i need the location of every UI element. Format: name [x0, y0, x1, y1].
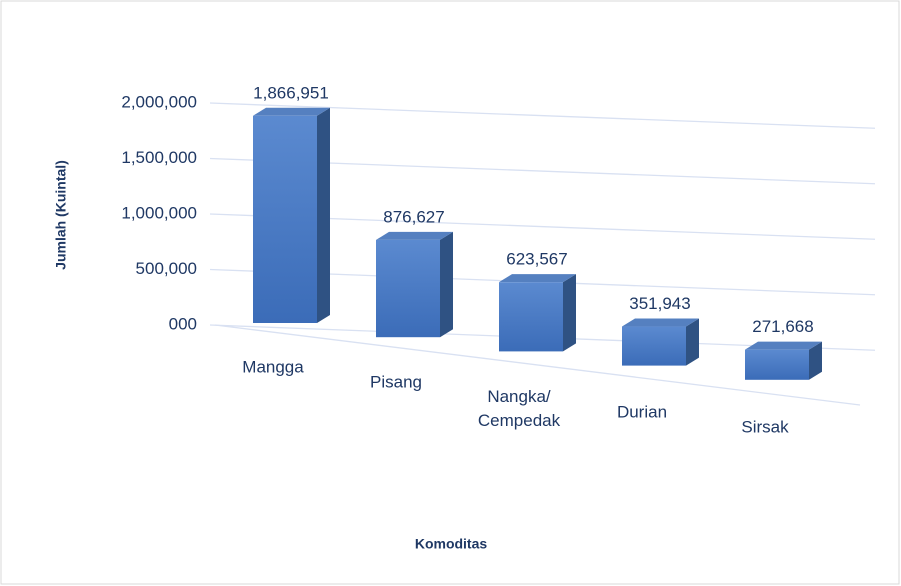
floor-line [214, 324, 861, 406]
bar-top [499, 274, 576, 283]
grid-line [209, 102, 876, 129]
y-tick-label: 000 [169, 314, 197, 333]
bar-top [376, 231, 453, 240]
bar-side [317, 107, 330, 324]
y-axis-label: Jumlah (Kuintal) [53, 160, 69, 270]
bar-top [253, 107, 330, 116]
bar-top [745, 341, 822, 350]
bar-side [440, 231, 453, 338]
bar [376, 231, 453, 338]
y-tick-label: 1,500,000 [121, 148, 197, 167]
y-tick-label: 1,000,000 [121, 203, 197, 222]
y-tick-label: 500,000 [136, 259, 197, 278]
value-label: 876,627 [383, 207, 444, 226]
bar-side [686, 318, 699, 366]
bar-front [253, 115, 317, 324]
bar [622, 318, 699, 366]
value-label: 623,567 [506, 250, 567, 269]
x-tick-label: Mangga [242, 357, 304, 376]
x-tick-label: Durian [617, 402, 667, 421]
bar-front [499, 282, 563, 352]
x-tick-label: Nangka/Cempedak [478, 387, 561, 430]
value-label: 351,943 [629, 294, 690, 313]
y-tick-label: 2,000,000 [121, 92, 197, 111]
bar [499, 274, 576, 352]
bar-front [376, 239, 440, 338]
value-label: 1,866,951 [253, 83, 329, 102]
bar-front [745, 349, 809, 380]
x-axis-label: Komoditas [415, 536, 488, 552]
bar-side [563, 274, 576, 352]
bar-front [622, 326, 686, 366]
bar [745, 341, 822, 380]
value-label: 271,668 [752, 317, 813, 336]
bar-top [622, 318, 699, 327]
bar [253, 107, 330, 324]
x-tick-label: Pisang [370, 372, 422, 391]
bar-side [809, 341, 822, 380]
x-tick-label: Sirsak [741, 417, 789, 436]
